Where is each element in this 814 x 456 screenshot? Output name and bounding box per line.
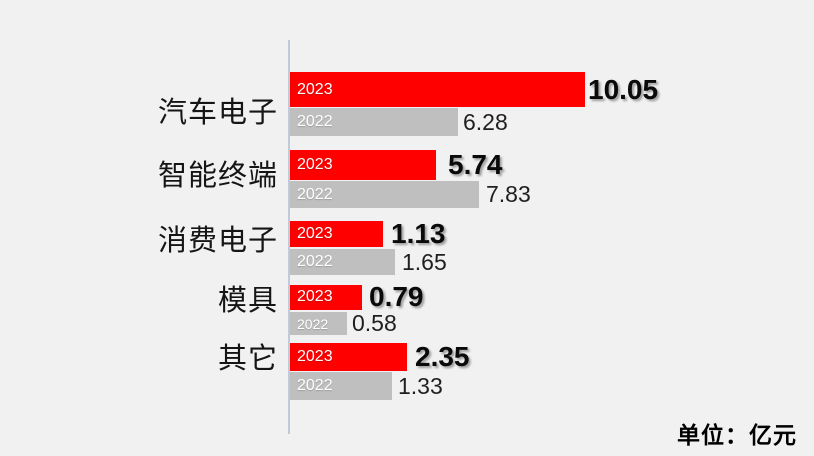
category-label: 模具 <box>217 285 278 317</box>
value-label-2023: 5.74 <box>448 149 503 180</box>
bar-2023: 2023 <box>290 284 362 310</box>
value-label-2022: 1.33 <box>398 372 443 399</box>
value-label-2022: 7.83 <box>486 181 531 207</box>
value-label-2022: 1.65 <box>402 248 447 275</box>
value-label-2023: 1.13 <box>391 218 446 249</box>
value-label-2022: 6.28 <box>463 108 508 135</box>
bar-2023: 2023 <box>290 221 383 247</box>
category-label: 消费电子 <box>157 225 278 257</box>
bar-year-label: 2022 <box>297 253 333 270</box>
bar-group: 2023 1.13 2022 1.65 <box>290 220 447 275</box>
bar-year-label: 2023 <box>297 80 333 98</box>
bar-2023: 2023 <box>290 150 436 180</box>
unit-label: 单位：亿元 <box>677 422 797 448</box>
bar-year-label: 2022 <box>297 315 329 332</box>
bar-year-label: 2023 <box>297 348 333 365</box>
value-label-2023: 10.05 <box>588 73 659 105</box>
bar-group: 2023 5.74 2022 7.83 <box>290 150 531 208</box>
bar-year-label: 2022 <box>297 185 333 203</box>
bar-year-label: 2023 <box>297 225 333 242</box>
bar-2022: 2022 <box>290 372 392 400</box>
bar-2022: 2022 <box>290 108 458 136</box>
bar-2022: 2022 <box>290 249 395 275</box>
bar-year-label: 2022 <box>297 377 333 394</box>
value-label-2022: 0.58 <box>352 310 397 336</box>
category-label: 智能终端 <box>157 160 278 192</box>
bar-group: 2023 0.79 2022 0.58 <box>290 283 424 335</box>
bar-2023: 2023 <box>290 343 407 371</box>
bar-group: 2023 2.35 2022 1.33 <box>290 343 470 400</box>
value-label-2023: 2.35 <box>415 341 470 372</box>
bar-2023: 2023 <box>290 72 585 107</box>
bar-year-label: 2022 <box>297 113 333 130</box>
bar-year-label: 2023 <box>297 288 333 305</box>
value-label-2023: 0.79 <box>369 281 424 312</box>
bar-2022: 2022 <box>290 181 479 208</box>
category-label: 汽车电子 <box>157 97 278 129</box>
bar-year-label: 2023 <box>297 156 333 173</box>
category-label: 其它 <box>217 343 278 375</box>
y-axis-line <box>288 40 290 434</box>
bar-group: 2023 10.05 2022 6.28 <box>290 72 658 136</box>
bar-2022: 2022 <box>290 312 347 335</box>
